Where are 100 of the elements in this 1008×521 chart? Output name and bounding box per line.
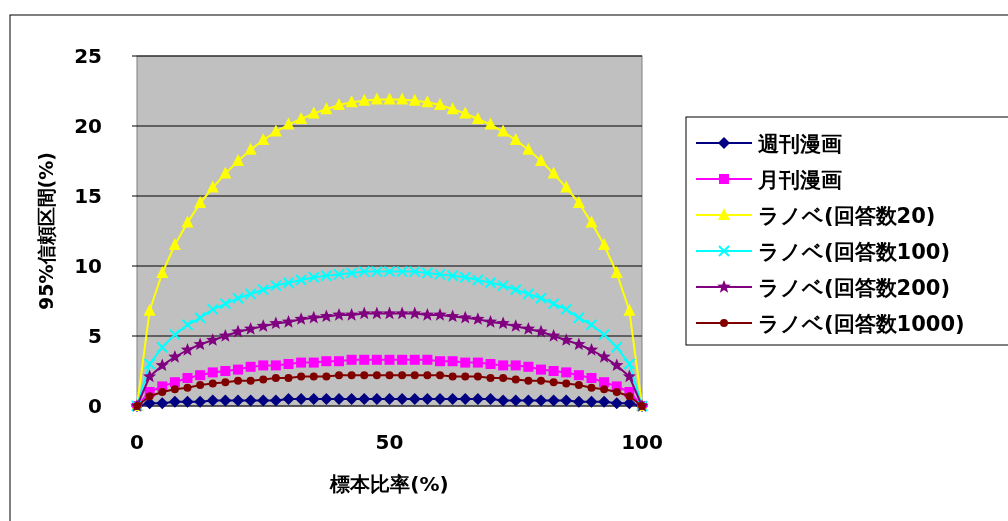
point bbox=[598, 238, 611, 250]
point bbox=[572, 337, 586, 351]
point bbox=[269, 394, 282, 407]
point bbox=[572, 311, 585, 324]
point bbox=[485, 359, 496, 369]
point bbox=[385, 371, 394, 380]
point bbox=[358, 93, 371, 106]
point bbox=[383, 92, 396, 105]
point bbox=[396, 265, 409, 278]
point bbox=[408, 306, 422, 320]
point bbox=[221, 378, 230, 387]
point bbox=[422, 354, 433, 365]
point bbox=[307, 393, 320, 405]
point bbox=[421, 267, 434, 279]
point bbox=[269, 279, 282, 292]
point bbox=[471, 274, 484, 286]
point bbox=[143, 358, 156, 370]
point bbox=[345, 267, 358, 279]
point bbox=[218, 329, 233, 342]
point bbox=[561, 367, 572, 378]
legend-label: ラノベ(回答数100) bbox=[758, 240, 951, 264]
point bbox=[383, 393, 396, 405]
point bbox=[499, 374, 508, 382]
point bbox=[408, 393, 421, 405]
point bbox=[257, 283, 270, 296]
point bbox=[597, 350, 611, 363]
point bbox=[536, 364, 546, 375]
point bbox=[509, 283, 522, 296]
point bbox=[622, 369, 637, 383]
point bbox=[421, 393, 434, 405]
point bbox=[206, 180, 219, 193]
point bbox=[382, 306, 397, 320]
point bbox=[347, 371, 356, 380]
point bbox=[371, 354, 382, 365]
point bbox=[370, 306, 384, 320]
point bbox=[207, 367, 218, 378]
point bbox=[333, 268, 345, 281]
point bbox=[585, 318, 598, 331]
point bbox=[346, 354, 357, 365]
point bbox=[483, 315, 498, 328]
point bbox=[170, 385, 179, 394]
point bbox=[258, 360, 269, 371]
point bbox=[560, 303, 573, 316]
x-axis-title: 標本比率(%) bbox=[329, 472, 449, 496]
point bbox=[283, 359, 294, 369]
point bbox=[194, 196, 207, 208]
point bbox=[345, 95, 358, 108]
point bbox=[473, 372, 482, 381]
point bbox=[395, 306, 409, 320]
point bbox=[573, 370, 584, 381]
point bbox=[585, 215, 598, 228]
point bbox=[535, 394, 547, 407]
point bbox=[256, 319, 270, 332]
point bbox=[446, 393, 459, 405]
point bbox=[320, 269, 333, 282]
point bbox=[598, 328, 611, 341]
point bbox=[169, 377, 180, 388]
point bbox=[244, 288, 257, 300]
point bbox=[372, 371, 381, 380]
point bbox=[559, 333, 573, 346]
point bbox=[206, 303, 219, 316]
point bbox=[345, 393, 358, 405]
point bbox=[156, 266, 169, 278]
point bbox=[537, 376, 545, 385]
point bbox=[448, 372, 457, 381]
point bbox=[284, 374, 293, 382]
point bbox=[219, 394, 232, 407]
point bbox=[496, 316, 510, 330]
point bbox=[244, 394, 257, 407]
point bbox=[244, 142, 257, 155]
point bbox=[534, 324, 548, 338]
point bbox=[584, 343, 599, 356]
point bbox=[370, 265, 383, 278]
point bbox=[461, 372, 470, 381]
point bbox=[560, 394, 573, 407]
point bbox=[572, 196, 585, 208]
point bbox=[195, 370, 206, 381]
point bbox=[471, 312, 485, 325]
point bbox=[587, 383, 596, 392]
point bbox=[472, 357, 483, 368]
point bbox=[257, 133, 270, 145]
point bbox=[397, 354, 408, 365]
point bbox=[308, 357, 319, 368]
point bbox=[610, 266, 623, 278]
point bbox=[269, 316, 283, 330]
point bbox=[282, 393, 295, 405]
point bbox=[484, 117, 497, 130]
point bbox=[196, 381, 205, 389]
point bbox=[307, 310, 321, 324]
point bbox=[484, 276, 497, 289]
point bbox=[625, 392, 634, 401]
point bbox=[269, 124, 282, 137]
point bbox=[168, 328, 181, 341]
legend-label: ラノベ(回答数1000) bbox=[758, 312, 965, 336]
point bbox=[408, 265, 421, 278]
point bbox=[360, 371, 369, 380]
point bbox=[156, 341, 169, 354]
point bbox=[182, 373, 193, 383]
point bbox=[297, 372, 306, 381]
point bbox=[410, 371, 419, 380]
